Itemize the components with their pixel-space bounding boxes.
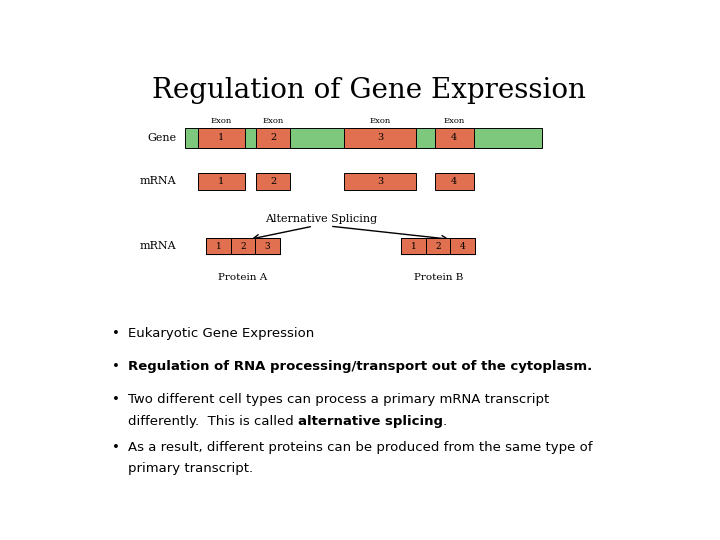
Bar: [198, 128, 245, 148]
Bar: [426, 238, 451, 254]
Text: Eukaryotic Gene Expression: Eukaryotic Gene Expression: [128, 327, 314, 340]
Bar: [451, 238, 475, 254]
Text: As a result, different proteins can be produced from the same type of: As a result, different proteins can be p…: [128, 441, 593, 454]
Text: 2: 2: [270, 133, 276, 143]
Text: Two different cell types can process a primary mRNA transcript: Two different cell types can process a p…: [128, 393, 549, 406]
Text: 1: 1: [218, 133, 225, 143]
Bar: [256, 128, 289, 148]
Text: 4: 4: [451, 133, 457, 143]
Bar: [435, 128, 474, 148]
Text: Exon: Exon: [444, 117, 465, 125]
Text: 2: 2: [270, 177, 276, 186]
Text: Exon: Exon: [211, 117, 232, 125]
Text: •: •: [112, 327, 120, 340]
Text: Exon: Exon: [369, 117, 391, 125]
Bar: [185, 128, 542, 148]
Bar: [256, 173, 289, 190]
Text: •: •: [112, 393, 120, 406]
Text: 4: 4: [451, 177, 457, 186]
Text: Protein B: Protein B: [413, 273, 463, 282]
Text: •: •: [112, 360, 120, 373]
Bar: [401, 238, 426, 254]
Text: Protein A: Protein A: [218, 273, 268, 282]
Bar: [206, 238, 279, 254]
Bar: [344, 173, 416, 190]
Bar: [198, 173, 245, 190]
Text: primary transcript.: primary transcript.: [128, 462, 253, 475]
Text: 2: 2: [436, 241, 441, 251]
Text: mRNA: mRNA: [140, 176, 176, 186]
Bar: [401, 238, 475, 254]
Text: Alternative Splicing: Alternative Splicing: [266, 214, 377, 224]
Text: 3: 3: [377, 177, 383, 186]
Text: 1: 1: [411, 241, 416, 251]
Text: Exon: Exon: [262, 117, 284, 125]
Text: 3: 3: [265, 241, 270, 251]
Text: Regulation of RNA processing/transport out of the cytoplasm.: Regulation of RNA processing/transport o…: [128, 360, 592, 373]
Text: .: .: [443, 415, 447, 428]
Bar: [206, 238, 230, 254]
Text: •: •: [112, 441, 120, 454]
Bar: [255, 238, 279, 254]
Text: differently.  This is called: differently. This is called: [128, 415, 298, 428]
Text: Gene: Gene: [148, 133, 176, 143]
Text: 2: 2: [240, 241, 246, 251]
Text: 1: 1: [218, 177, 225, 186]
Text: 4: 4: [460, 241, 466, 251]
Text: 3: 3: [377, 133, 383, 143]
Bar: [435, 173, 474, 190]
Bar: [344, 128, 416, 148]
Text: Regulation of Gene Expression: Regulation of Gene Expression: [152, 77, 586, 104]
Bar: [230, 238, 255, 254]
Text: 1: 1: [215, 241, 221, 251]
Text: mRNA: mRNA: [140, 241, 176, 251]
Text: alternative splicing: alternative splicing: [298, 415, 443, 428]
